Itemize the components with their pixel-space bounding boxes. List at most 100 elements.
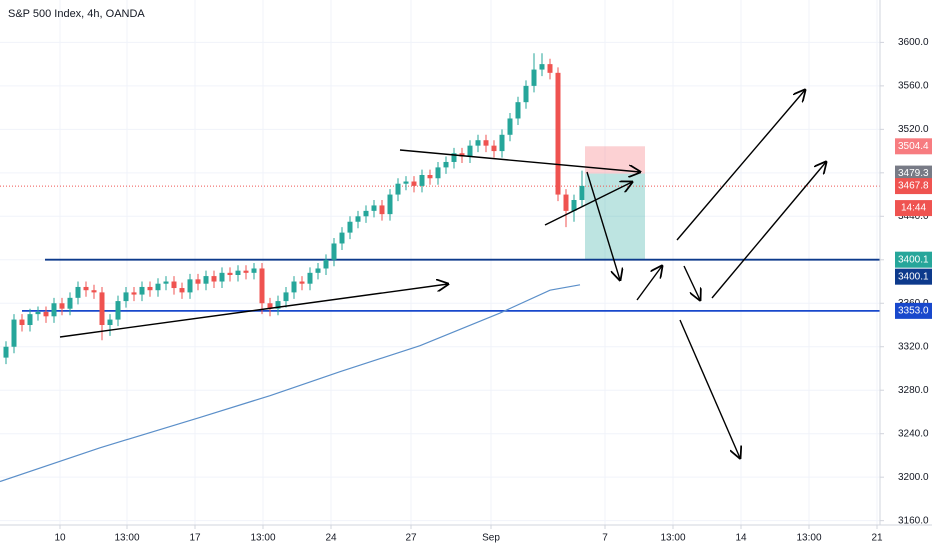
x-tick-label: 13:00 [114,533,139,544]
price-label: 3400.1 [898,254,929,265]
price-label-box [895,165,932,182]
candle-body [243,270,249,273]
plot-area [0,53,880,483]
candle-body [267,303,273,309]
candle-body [339,232,345,244]
chart-title: S&P 500 Index, 4h, OANDA [8,8,145,20]
candle-body [419,175,425,186]
candle-body [491,145,497,152]
candle-body [363,210,369,217]
price-label-box [895,302,932,319]
countdown-box [895,200,932,217]
moving-average [0,284,581,483]
y-tick-label: 3320.0 [898,341,929,352]
candle-body [19,319,25,325]
y-tick-label: 3280.0 [898,385,929,396]
x-tick-label: 13:00 [796,533,821,544]
y-tick-label: 3240.0 [898,428,929,439]
x-tick-label: 17 [189,533,201,544]
candle-body [155,283,161,291]
candle-body [67,297,73,309]
candle-body [35,311,41,315]
candle-body [211,276,217,282]
x-tick-label: 14 [735,533,747,544]
candle-body [259,268,265,304]
candle-body [483,140,489,146]
price-label: 3479.3 [898,168,929,179]
y-tick-label: 3520.0 [898,124,929,135]
candle-body [371,205,377,211]
trend-arrow [59,284,448,338]
candle-body [75,286,81,298]
x-tick-label: 24 [325,533,337,544]
candle-body [507,118,513,135]
candle-body [443,161,449,168]
candle-body [123,292,129,302]
y-tick-label: 3600.0 [898,37,929,48]
price-label: 3353.0 [898,306,929,317]
x-tick-label: 13:00 [660,533,685,544]
candle-body [203,276,209,284]
candle-body [475,140,481,146]
candle-body [451,153,457,162]
candle-body [435,167,441,179]
candle-body [571,200,577,211]
candle-body [347,221,353,233]
candle-body [299,281,305,284]
trend-arrow [711,162,826,299]
candle-body [523,85,529,103]
candle-body [315,268,321,273]
candle-body [83,286,89,291]
x-tick-label: Sep [482,533,500,544]
trend-arrow [544,182,632,226]
price-label-box [895,251,932,268]
candle-body [555,72,561,195]
target-zone [585,173,645,260]
candle-body [171,281,177,289]
price-label: 3504.4 [898,141,929,152]
grid [0,0,880,525]
candle-body [539,64,545,70]
candle-body [59,303,65,309]
trend-arrow [676,90,805,241]
candle-body [99,292,105,325]
candle-body [275,301,281,309]
candle-body [411,181,417,186]
price-label: 3467.8 [898,181,929,192]
x-tick-label: 21 [871,533,883,544]
trend-arrow [683,265,700,300]
trend-arrow [636,266,662,301]
candle-body [51,303,57,317]
candle-body [179,288,185,293]
candle-body [515,102,521,119]
candle-body [323,259,329,269]
y-tick-label: 3440.0 [898,211,929,222]
candle-body [147,286,153,291]
candle-body [459,153,465,157]
candle-body [531,69,537,86]
trend-arrow [399,149,640,172]
candle-body [563,194,569,211]
candle-body [195,279,201,284]
candle-body [107,319,113,325]
candle-body [91,290,97,293]
candle-body [27,314,33,325]
price-label: 3400.1 [898,271,929,282]
candle-body [307,272,313,284]
candle-body [131,292,137,295]
candle-body [139,286,145,295]
y-tick-label: 3560.0 [898,81,929,92]
candle-body [251,268,257,273]
drawings [59,90,826,458]
candle-body [291,281,297,293]
candle-body [467,145,473,157]
trend-arrow [679,319,740,458]
x-tick-label: 27 [405,533,417,544]
price-label-box [895,138,932,155]
candle-body [283,292,289,302]
x-tick-label: 10 [54,533,66,544]
candle-body [11,319,17,347]
candle-body [331,243,337,260]
x-tick-label: 13:00 [250,533,275,544]
